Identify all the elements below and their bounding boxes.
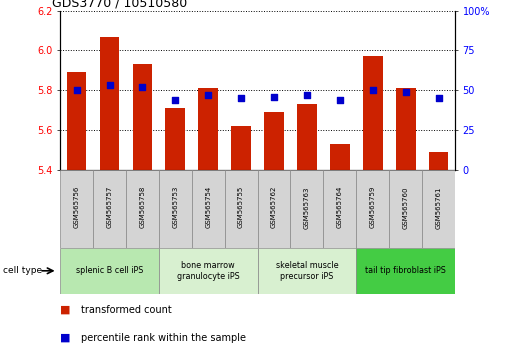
- Bar: [389, 170, 422, 248]
- Text: GSM565755: GSM565755: [238, 186, 244, 228]
- Bar: [192, 170, 225, 248]
- Text: GDS3770 / 10510580: GDS3770 / 10510580: [52, 0, 188, 10]
- Bar: [356, 170, 389, 248]
- Point: [369, 87, 377, 93]
- Text: GSM565761: GSM565761: [436, 186, 441, 229]
- Bar: [231, 126, 251, 170]
- Text: GSM565763: GSM565763: [304, 186, 310, 229]
- Bar: [429, 152, 448, 170]
- Bar: [264, 112, 284, 170]
- Point: [435, 96, 443, 101]
- Text: splenic B cell iPS: splenic B cell iPS: [76, 266, 143, 275]
- Bar: [257, 248, 356, 294]
- Point: [402, 89, 410, 95]
- Text: bone marrow
granulocyte iPS: bone marrow granulocyte iPS: [177, 261, 240, 280]
- Text: skeletal muscle
precursor iPS: skeletal muscle precursor iPS: [276, 261, 338, 280]
- Bar: [60, 248, 159, 294]
- Bar: [396, 88, 415, 170]
- Text: GSM565754: GSM565754: [205, 186, 211, 228]
- Bar: [225, 170, 257, 248]
- Bar: [323, 170, 356, 248]
- Point: [303, 92, 311, 98]
- Text: cell type: cell type: [3, 266, 42, 275]
- Text: GSM565762: GSM565762: [271, 186, 277, 228]
- Bar: [126, 170, 159, 248]
- Text: GSM565760: GSM565760: [403, 186, 408, 229]
- Point: [204, 92, 212, 98]
- Bar: [165, 108, 185, 170]
- Text: GSM565764: GSM565764: [337, 186, 343, 228]
- Point: [237, 96, 245, 101]
- Text: GSM565756: GSM565756: [74, 186, 79, 228]
- Text: transformed count: transformed count: [81, 305, 172, 315]
- Point: [270, 94, 278, 99]
- Bar: [60, 170, 93, 248]
- Bar: [422, 170, 455, 248]
- Point: [171, 97, 179, 103]
- Bar: [290, 170, 323, 248]
- Point: [105, 83, 113, 88]
- Point: [72, 87, 81, 93]
- Text: percentile rank within the sample: percentile rank within the sample: [81, 333, 246, 343]
- Bar: [67, 72, 86, 170]
- Bar: [100, 36, 119, 170]
- Text: ■: ■: [60, 333, 71, 343]
- Text: GSM565757: GSM565757: [107, 186, 112, 228]
- Bar: [363, 56, 383, 170]
- Bar: [159, 248, 257, 294]
- Bar: [257, 170, 290, 248]
- Bar: [159, 170, 192, 248]
- Point: [336, 97, 344, 103]
- Bar: [356, 248, 455, 294]
- Bar: [93, 170, 126, 248]
- Bar: [330, 144, 350, 170]
- Text: GSM565758: GSM565758: [140, 186, 145, 228]
- Bar: [132, 64, 152, 170]
- Point: [138, 84, 146, 90]
- Text: ■: ■: [60, 305, 71, 315]
- Bar: [297, 104, 317, 170]
- Bar: [198, 88, 218, 170]
- Text: GSM565759: GSM565759: [370, 186, 376, 228]
- Text: GSM565753: GSM565753: [172, 186, 178, 228]
- Text: tail tip fibroblast iPS: tail tip fibroblast iPS: [365, 266, 446, 275]
